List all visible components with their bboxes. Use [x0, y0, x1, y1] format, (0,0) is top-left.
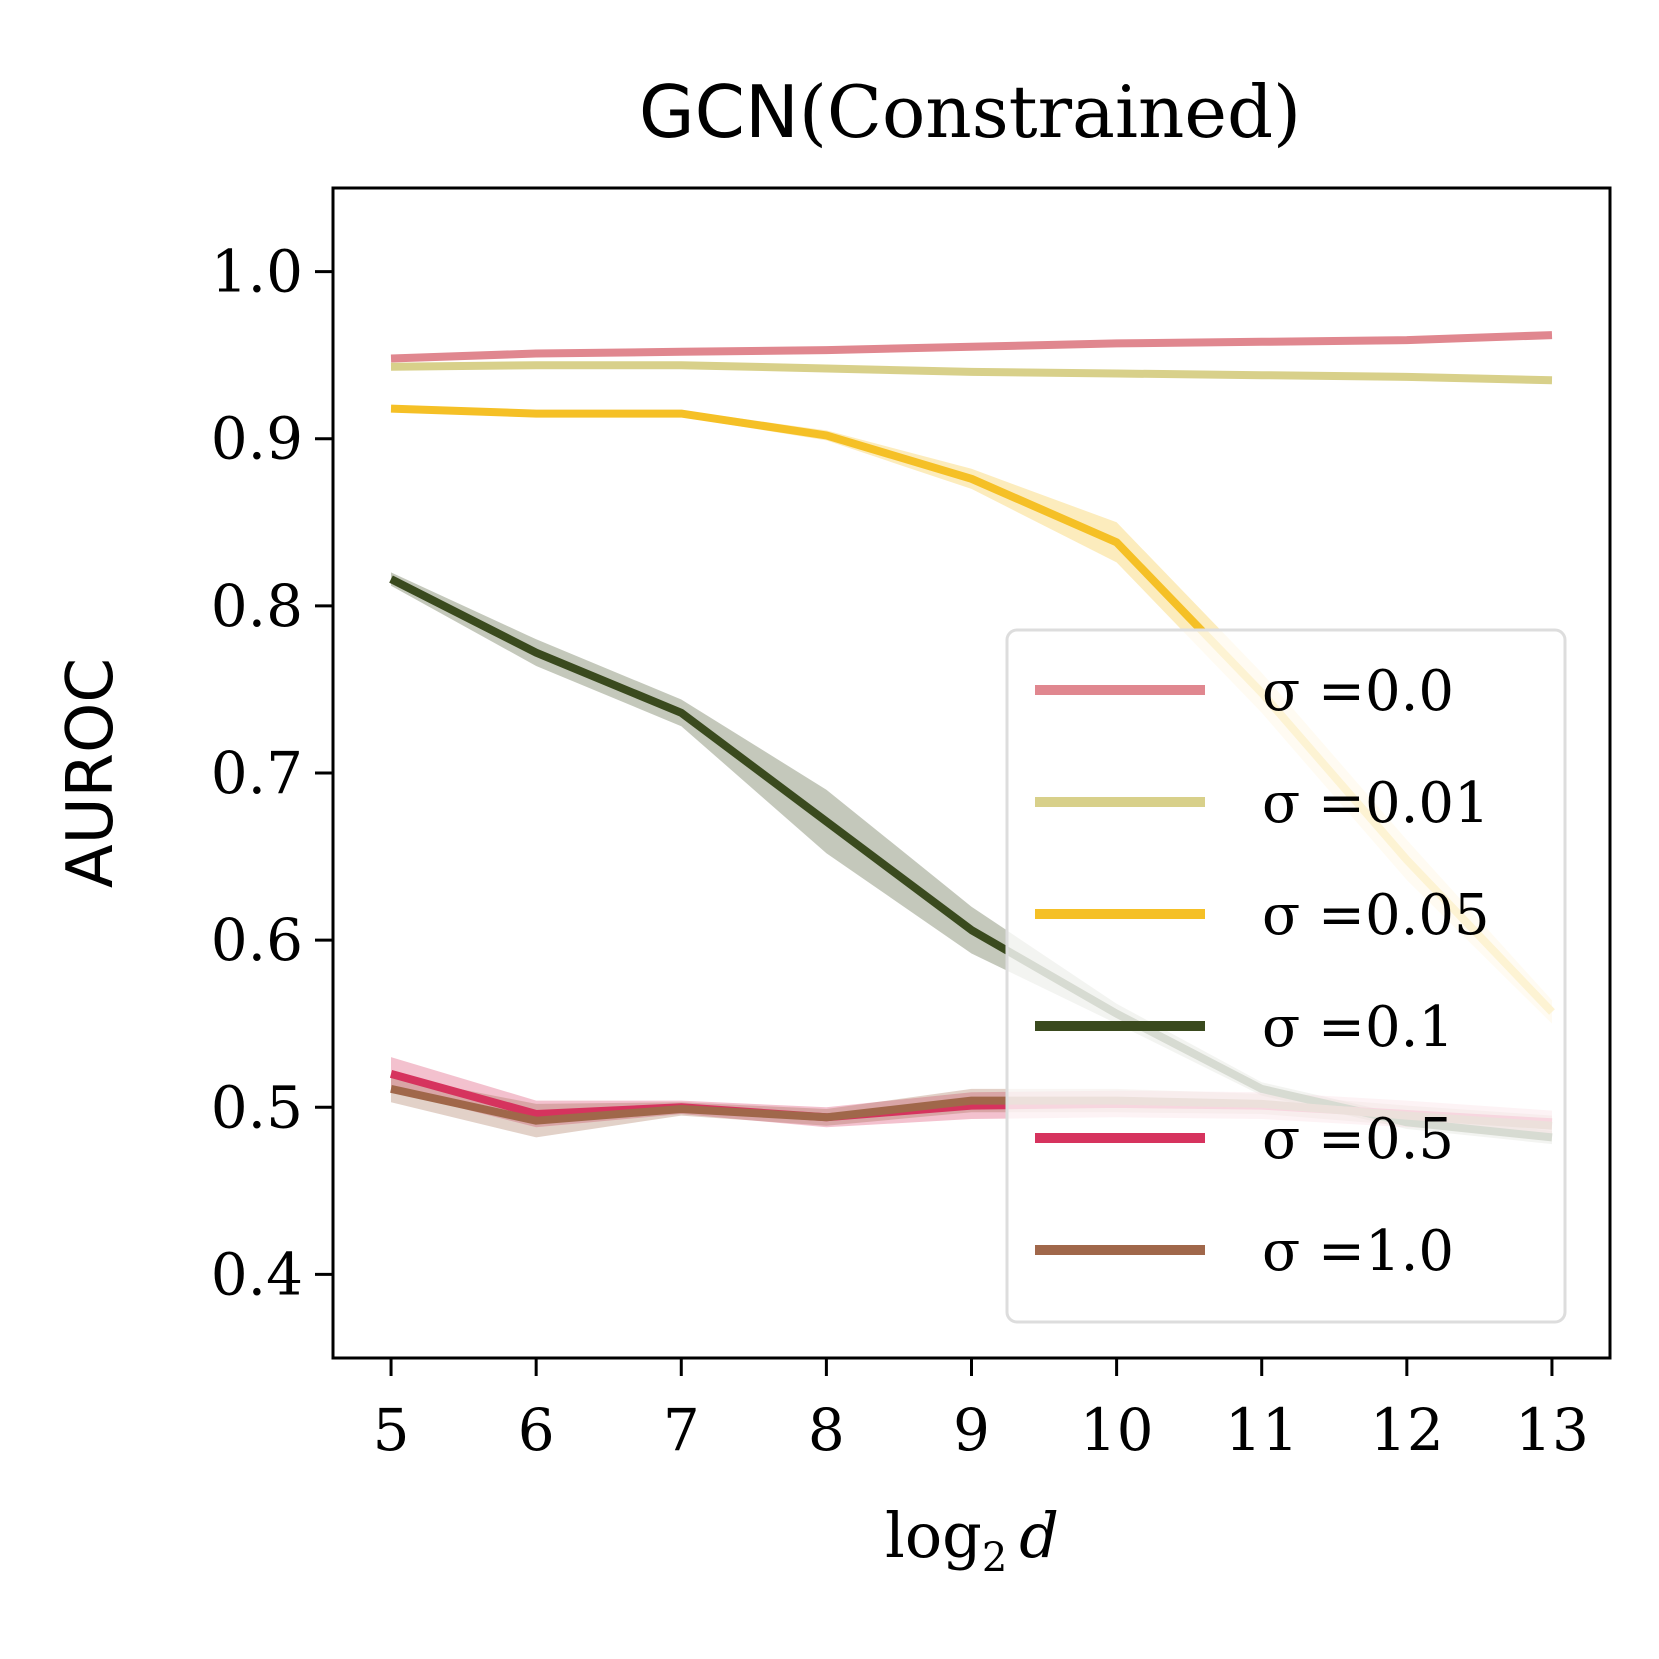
x-tick-label: 7 [663, 1396, 700, 1464]
y-tick-label: 0.6 [211, 906, 303, 974]
chart-title: GCN(Constrained) [639, 70, 1301, 154]
chart-title-suffix: (Constrained) [799, 70, 1301, 154]
x-axis-label: log2 d [885, 1499, 1059, 1581]
x-tick-label: 6 [518, 1396, 555, 1464]
x-axis: 5 6 7 8 9 10 11 12 13 [373, 1358, 1589, 1464]
x-tick-label: 5 [373, 1396, 410, 1464]
legend: σ =0.0 σ =0.01 σ =0.05 σ =0.1 σ =0.5 σ =1.0 [1005, 628, 1567, 1324]
y-axis: 0.4 0.5 0.6 0.7 0.8 0.9 1.0 [211, 238, 333, 1308]
y-tick-label: 0.5 [211, 1073, 303, 1141]
legend-label: σ =1.0 [1262, 1219, 1454, 1284]
y-axis-label: AUROC [54, 658, 128, 888]
x-tick-label: 12 [1370, 1396, 1444, 1464]
x-axis-label-subscript: 2 [982, 1535, 1007, 1581]
x-tick-label: 9 [953, 1396, 990, 1464]
legend-label: σ =0.05 [1262, 883, 1490, 948]
y-tick-label: 0.7 [211, 739, 303, 807]
legend-label: σ =0.5 [1262, 1107, 1454, 1172]
svg-text:GCN(Constrained): GCN(Constrained) [639, 70, 1301, 154]
x-tick-label: 11 [1225, 1396, 1299, 1464]
x-axis-label-log: log [885, 1499, 982, 1572]
x-axis-label-variable: d [1019, 1499, 1059, 1572]
chart-title-prefix: GCN [639, 70, 799, 154]
line-series-0 [390, 331, 1553, 363]
y-tick-label: 1.0 [211, 238, 303, 306]
legend-label: σ =0.01 [1262, 771, 1490, 836]
y-tick-label: 0.9 [211, 405, 303, 473]
x-tick-label: 13 [1515, 1396, 1589, 1464]
y-tick-label: 0.4 [211, 1240, 303, 1308]
line-series-1 [390, 361, 1553, 385]
x-tick-label: 8 [808, 1396, 845, 1464]
legend-label: σ =0.1 [1262, 995, 1454, 1060]
y-tick-label: 0.8 [211, 572, 303, 640]
legend-label: σ =0.0 [1262, 659, 1454, 724]
x-tick-label: 10 [1080, 1396, 1154, 1464]
